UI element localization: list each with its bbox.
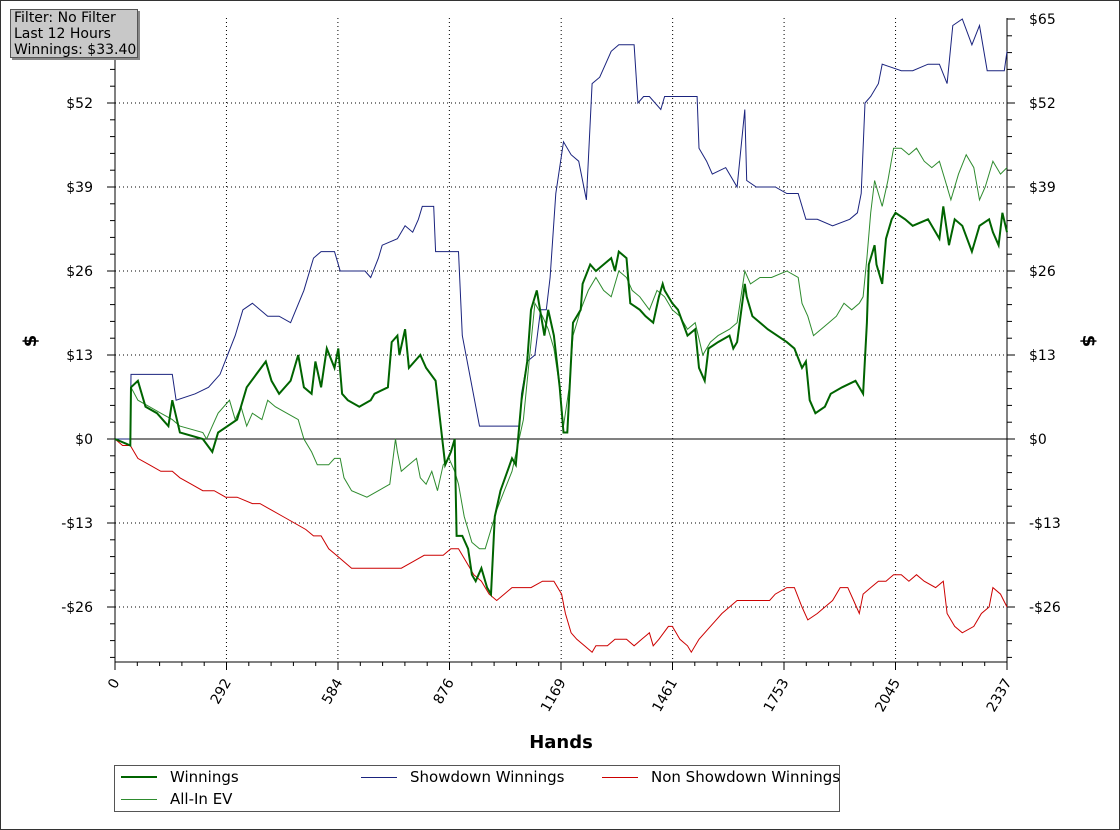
x-tick-label: 1169 — [538, 676, 570, 715]
legend-swatch-non-showdown-winnings — [602, 776, 638, 778]
y-tick-label-right: -$13 — [1029, 516, 1061, 532]
series-lines — [114, 18, 1008, 654]
y-tick-label-left: $26 — [66, 264, 93, 280]
grid-lines — [114, 18, 1008, 662]
y-tick-label-left: $39 — [66, 180, 93, 196]
y-tick-label-right: $26 — [1029, 264, 1056, 280]
y-tick-label-left: $13 — [66, 348, 93, 364]
series-line-winnings — [114, 206, 1008, 598]
x-tick-label: 0 — [105, 676, 123, 692]
legend-item-winnings: Winnings — [121, 767, 239, 787]
x-tick-label: 2045 — [872, 676, 904, 715]
y-axis-title-right: $ — [1078, 335, 1099, 348]
tick-labels: $52 $39 $26 $13 $0 -$13 -$26 $65 $52 $39 $26 $13 $0 -… — [61, 12, 1061, 715]
axes — [107, 18, 1015, 670]
y-tick-label-right: $65 — [1029, 12, 1056, 28]
legend-item-all-in-ev: All-In EV — [121, 789, 232, 809]
series-line-showdown-winnings — [115, 18, 1008, 440]
legend-item-non-showdown-winnings: Non Showdown Winnings — [602, 767, 840, 787]
series-line-non-showdown-winnings — [114, 438, 1008, 654]
y-axis-title-left: $ — [20, 335, 41, 348]
legend-swatch-all-in-ev — [121, 798, 157, 800]
legend-label: Winnings — [170, 768, 239, 786]
y-tick-label-right: $0 — [1029, 432, 1047, 448]
x-tick-label: 1753 — [761, 676, 793, 715]
y-tick-label-right: $13 — [1029, 348, 1056, 364]
legend-swatch-showdown-winnings — [361, 776, 397, 778]
winnings-label: Winnings: $33.40 — [14, 42, 137, 58]
series-line-all-in-ev — [114, 147, 1008, 550]
legend-label: Showdown Winnings — [410, 768, 565, 786]
x-tick-label: 584 — [319, 676, 346, 707]
y-tick-label-right: -$26 — [1029, 600, 1061, 616]
chart-legend: Winnings Showdown Winnings Non Showdown … — [114, 765, 840, 812]
filter-info-box: Filter: No Filter Last 12 Hours Winnings… — [10, 9, 138, 58]
y-tick-label-right: $39 — [1029, 180, 1056, 196]
x-tick-label: 876 — [431, 676, 458, 707]
y-tick-label-right: $52 — [1029, 96, 1056, 112]
y-tick-label-left: -$13 — [61, 516, 93, 532]
y-tick-label-left: $0 — [75, 432, 93, 448]
legend-item-showdown-winnings: Showdown Winnings — [361, 767, 564, 787]
legend-label: Non Showdown Winnings — [651, 768, 841, 786]
filter-label: Filter: No Filter — [14, 10, 116, 26]
legend-swatch-winnings — [121, 776, 157, 778]
period-label: Last 12 Hours — [14, 26, 111, 42]
y-tick-label-left: -$26 — [61, 600, 93, 616]
x-tick-label: 1461 — [649, 676, 681, 715]
y-tick-label-left: $52 — [66, 96, 93, 112]
legend-label: All-In EV — [170, 790, 233, 808]
x-tick-label: 292 — [208, 676, 235, 707]
x-tick-label: 2337 — [984, 676, 1016, 715]
x-axis-title: Hands — [529, 732, 593, 753]
